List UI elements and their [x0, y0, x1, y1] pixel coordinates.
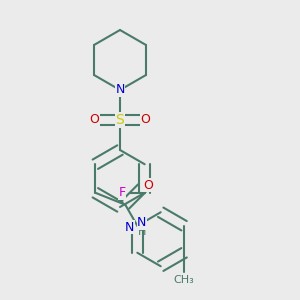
Text: N: N — [125, 221, 134, 234]
Text: H: H — [138, 227, 146, 237]
Text: O: O — [141, 113, 150, 127]
Text: N: N — [137, 216, 146, 229]
Text: N: N — [115, 83, 125, 97]
Text: F: F — [118, 186, 126, 199]
Text: O: O — [90, 113, 99, 127]
Text: S: S — [116, 113, 124, 127]
Text: O: O — [143, 179, 153, 192]
Text: CH₃: CH₃ — [174, 275, 194, 285]
